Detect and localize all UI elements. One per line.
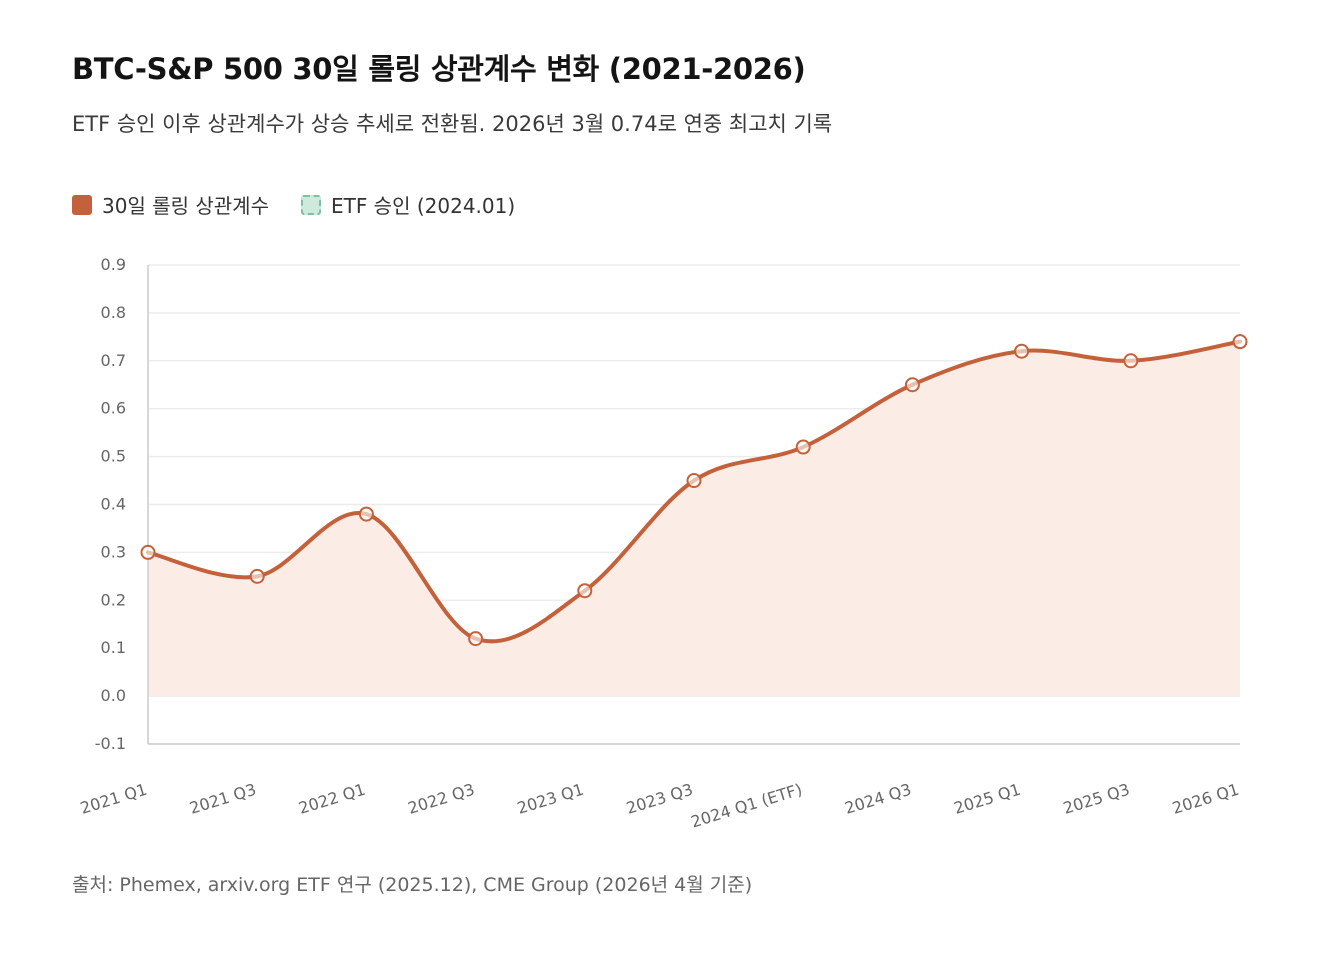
data-point <box>686 473 702 489</box>
data-point <box>904 377 920 393</box>
axis-layer <box>147 265 1240 745</box>
chart-subtitle: ETF 승인 이후 상관계수가 상승 추세로 전환됨. 2026년 3월 0.7… <box>72 112 833 136</box>
series-line <box>146 339 1242 644</box>
x-tick-label: 2021 Q1 <box>78 780 149 818</box>
y-tick-label: 0.7 <box>101 351 126 370</box>
y-tick-label: 0.4 <box>101 495 126 514</box>
y-tick-label: 0.8 <box>101 303 126 322</box>
x-tick-label: 2024 Q3 <box>842 780 913 818</box>
data-point <box>140 544 156 560</box>
y-tick-label: 0.6 <box>101 399 126 418</box>
legend-label-series: 30일 롤링 상관계수 <box>102 194 269 218</box>
y-tick-label: -0.1 <box>95 734 126 753</box>
x-tick-label: 2025 Q3 <box>1061 780 1132 818</box>
data-point <box>358 506 374 522</box>
data-point <box>1232 334 1248 350</box>
line-chart: -0.1 0.0 0.1 0.2 0.3 0.4 0.5 0.6 0.7 0.8 0.9 2021 … <box>78 255 1248 832</box>
legend-swatch-series <box>72 194 92 215</box>
legend-item-series[interactable]: 30일 롤링 상관계수 <box>72 190 269 219</box>
data-point <box>795 439 811 455</box>
area-layer <box>148 341 1240 697</box>
data-point <box>468 631 484 647</box>
data-point <box>249 568 265 584</box>
legend-swatch-etf <box>300 194 321 215</box>
chart-title: BTC-S&P 500 30일 롤링 상관계수 변화 (2021-2026) <box>72 52 806 86</box>
x-tick-labels: 2021 Q1 2021 Q3 2022 Q1 2022 Q3 2023 Q1 2023 … <box>78 780 1241 832</box>
y-tick-labels: -0.1 0.0 0.1 0.2 0.3 0.4 0.5 0.6 0.7 0.8 0.9 <box>95 255 126 753</box>
data-point <box>577 583 593 599</box>
y-tick-label: 0.3 <box>101 542 126 561</box>
series-area <box>148 341 1240 697</box>
x-tick-label: 2026 Q1 <box>1170 780 1241 818</box>
chart-legend: 30일 롤링 상관계수 ETF 승인 (2024.01) <box>72 190 547 219</box>
data-point <box>1014 343 1030 359</box>
y-tick-label: 0.0 <box>101 686 126 705</box>
legend-item-etf[interactable]: ETF 승인 (2024.01) <box>300 190 516 219</box>
data-point <box>1123 353 1139 369</box>
x-tick-label: 2025 Q1 <box>952 780 1023 818</box>
line-layer <box>146 339 1242 644</box>
y-tick-label: 0.2 <box>101 590 126 609</box>
y-tick-label: 0.9 <box>101 255 126 274</box>
x-tick-label: 2021 Q3 <box>187 780 258 818</box>
y-tick-label: 0.1 <box>101 638 126 657</box>
x-tick-label: 2022 Q3 <box>406 780 477 818</box>
x-tick-label: 2022 Q1 <box>296 780 367 818</box>
source-note: 출처: Phemex, arxiv.org ETF 연구 (2025.12), … <box>72 874 753 896</box>
legend-label-etf: ETF 승인 (2024.01) <box>330 194 516 218</box>
x-tick-label: 2024 Q1 (ETF) <box>689 780 805 832</box>
x-tick-label: 2023 Q3 <box>624 780 695 818</box>
point-layer <box>140 334 1248 647</box>
x-tick-label: 2023 Q1 <box>515 780 586 818</box>
y-tick-label: 0.5 <box>101 447 126 466</box>
